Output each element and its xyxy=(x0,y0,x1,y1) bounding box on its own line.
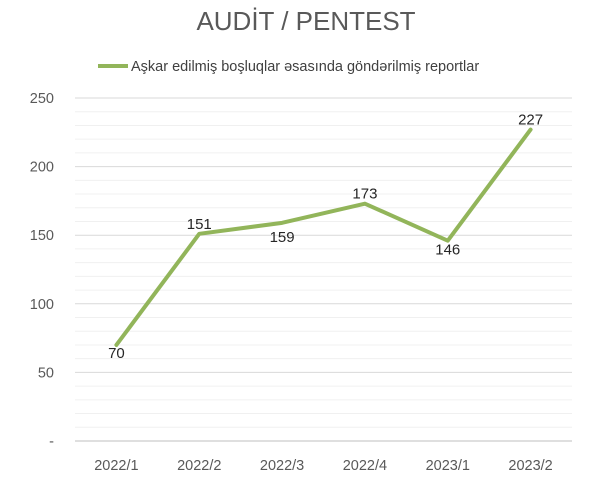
gridlines xyxy=(75,97,572,442)
data-point xyxy=(197,232,201,236)
x-tick-label: 2023/2 xyxy=(508,458,552,474)
data-point xyxy=(363,202,367,206)
x-tick-label: 2022/1 xyxy=(94,458,138,474)
x-tick-label: 2022/4 xyxy=(343,458,387,474)
y-tick-label: 50 xyxy=(38,365,54,381)
data-point xyxy=(114,343,118,347)
x-tick-label: 2023/1 xyxy=(426,458,470,474)
data-labels: 70 151 159 173 146 227 xyxy=(108,112,543,362)
data-label: 146 xyxy=(435,242,460,259)
data-label: 70 xyxy=(108,345,125,362)
data-point xyxy=(446,239,450,243)
x-tick-label: 2022/3 xyxy=(260,458,304,474)
data-label: 159 xyxy=(270,229,295,246)
data-label: 173 xyxy=(352,186,377,203)
legend-label: Aşkar edilmiş boşluqlar əsasında göndəri… xyxy=(131,59,479,75)
data-label: 227 xyxy=(518,112,543,129)
data-label: 151 xyxy=(187,216,212,233)
chart-title: AUDİT / PENTEST xyxy=(196,6,415,36)
x-axis: 2022/1 2022/2 2022/3 2022/4 2023/1 2023/2 xyxy=(94,458,553,474)
series-line xyxy=(114,127,533,347)
y-tick-label: 150 xyxy=(30,228,54,244)
data-point xyxy=(280,221,284,225)
y-tick-label: 250 xyxy=(30,91,54,107)
y-tick-label: 200 xyxy=(30,160,54,176)
data-point xyxy=(529,128,533,132)
y-tick-label: 100 xyxy=(30,297,54,313)
y-tick-label: - xyxy=(49,434,54,450)
x-tick-label: 2022/2 xyxy=(177,458,221,474)
series-group xyxy=(114,127,533,347)
y-axis: - 50 100 150 200 250 xyxy=(30,91,54,450)
legend: Aşkar edilmiş boşluqlar əsasında göndəri… xyxy=(98,59,479,75)
